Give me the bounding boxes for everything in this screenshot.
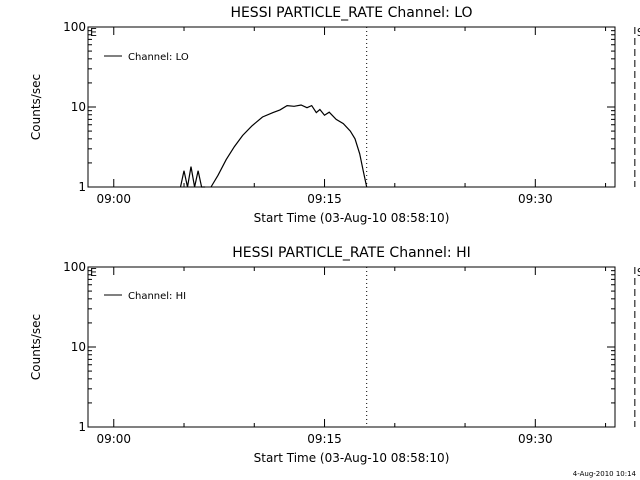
panel-hi: HESSI PARTICLE_RATE Channel: HIESSFE09:0…	[29, 245, 640, 465]
y-tick-label: 100	[63, 260, 86, 274]
y-tick-label: 1	[78, 420, 86, 434]
x-tick-label: 09:00	[96, 192, 131, 206]
y-tick-label: 1	[78, 180, 86, 194]
series-line	[210, 104, 368, 188]
x-axis-label: Start Time (03-Aug-10 08:58:10)	[254, 451, 450, 465]
y-tick-label: 100	[63, 20, 86, 34]
y-axis-label: Counts/sec	[29, 314, 43, 380]
x-axis-label: Start Time (03-Aug-10 08:58:10)	[254, 211, 450, 225]
plot-frame	[87, 26, 616, 188]
x-tick-label: 09:15	[307, 192, 342, 206]
x-tick-label: 09:30	[518, 432, 553, 446]
legend-label: Channel: LO	[128, 52, 189, 63]
x-tick-label: 09:00	[96, 432, 131, 446]
x-tick-label: 09:30	[518, 192, 553, 206]
y-axis-label: Counts/sec	[29, 74, 43, 140]
x-tick-label: 09:15	[307, 432, 342, 446]
chart-title: HESSI PARTICLE_RATE Channel: LO	[230, 5, 472, 21]
flag-label: E	[90, 266, 97, 279]
flag-label: S	[637, 266, 640, 279]
flag-label: S	[637, 26, 640, 39]
legend-label: Channel: HI	[128, 291, 186, 302]
chart-title: HESSI PARTICLE_RATE Channel: HI	[232, 245, 470, 261]
y-tick-label: 10	[71, 100, 86, 114]
y-tick-label: 10	[71, 340, 86, 354]
flag-label: E	[90, 26, 97, 39]
series-line	[179, 166, 206, 188]
panel-lo: HESSI PARTICLE_RATE Channel: LOESSFE09:0…	[29, 5, 640, 225]
print-timestamp: 4-Aug-2010 10:14	[573, 470, 637, 478]
